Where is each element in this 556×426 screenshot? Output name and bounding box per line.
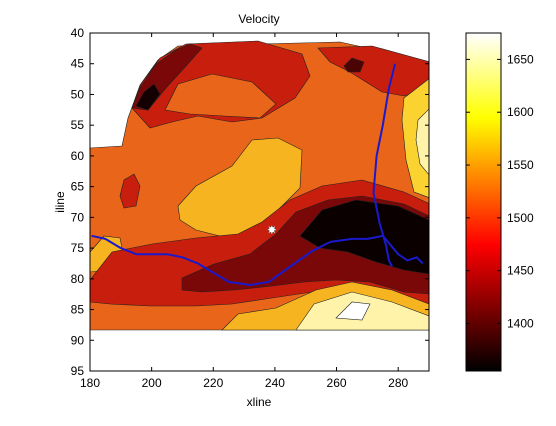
colorbar [465,32,502,372]
y-tick-label: 55 [71,118,85,132]
x-tick-label: 280 [388,376,408,390]
colorbar-ticks: 1400 1450 1500 1550 1600 1650 [466,52,534,330]
colorbar-tick-label: 1650 [507,52,534,66]
contour-bottom-white [335,301,371,321]
blue-lines [91,63,424,286]
y-tick-label: 50 [71,87,85,101]
contour-field [90,40,429,331]
x-tick-label: 240 [265,376,285,390]
x-tick-label: 260 [327,376,347,390]
contour-trough-black [299,199,429,275]
contour-topright-dark [343,57,365,73]
y-axis-label: iline [53,191,67,213]
colorbar-tick-label: 1600 [507,105,534,119]
colorbar-tick-label: 1500 [507,211,534,225]
y-tick-label: 80 [71,272,85,286]
y-tick-label: 95 [71,364,85,378]
x-axis-label: xline [247,395,272,409]
contour-topright-red [317,45,429,97]
contour-left-red-spot [119,173,141,209]
blue-line [372,63,397,267]
y-tick-label: 70 [71,210,85,224]
blue-line [91,234,424,286]
y-tick-label: 60 [71,149,85,163]
y-tick-label: 75 [71,241,85,255]
contour-mid-light [177,137,303,241]
colorbar-tick-label: 1450 [507,264,534,278]
x-axis-ticks: 180 200 220 240 260 280 [80,33,409,390]
well-marker-star [268,226,276,233]
contour-right-light [401,78,429,198]
axes-box [89,32,430,372]
contour-topleft-black [135,83,161,111]
y-tick-label: 40 [71,26,85,40]
y-tick-label: 45 [71,57,85,71]
colorbar-tick-label: 1400 [507,316,534,330]
well-marker [267,225,276,234]
y-axis-ticks: 40 45 50 55 60 65 70 75 80 85 90 95 [71,26,429,378]
y-tick-label: 90 [71,333,85,347]
colorbar-tick-label: 1550 [507,158,534,172]
y-tick-label: 85 [71,303,85,317]
chart-title: Velocity [238,12,279,26]
x-tick-label: 200 [142,376,162,390]
x-tick-label: 180 [80,376,100,390]
y-tick-label: 65 [71,180,85,194]
contour-upper-orange [164,73,277,119]
x-tick-label: 220 [203,376,223,390]
